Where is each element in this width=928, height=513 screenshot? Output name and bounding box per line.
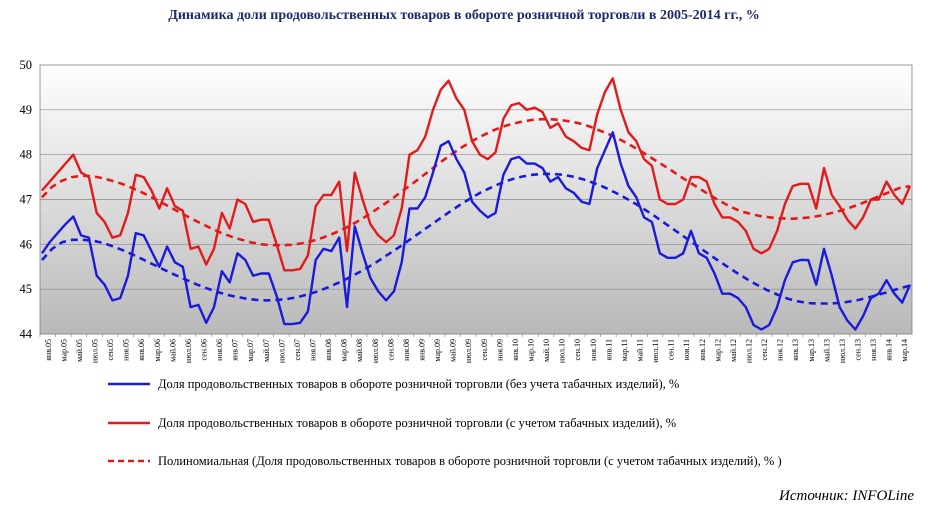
x-tick-label: мар.10 bbox=[527, 339, 536, 362]
x-tick-label: сен.10 bbox=[573, 339, 582, 360]
x-tick-label: май.06 bbox=[168, 339, 177, 362]
x-tick-label: мар.13 bbox=[807, 339, 816, 362]
x-tick-label: сен.09 bbox=[480, 339, 489, 360]
x-tick-label: июл.05 bbox=[91, 339, 100, 363]
y-tick-label: 50 bbox=[20, 58, 33, 72]
x-tick-label: сен.06 bbox=[200, 339, 209, 360]
legend-label-red: Доля продовольственных товаров в обороте… bbox=[158, 416, 676, 430]
x-tick-label: май.12 bbox=[729, 339, 738, 362]
x-tick-label: янв.09 bbox=[418, 339, 427, 361]
x-tick-label: мар.07 bbox=[246, 339, 255, 362]
x-tick-label: мар.11 bbox=[620, 339, 629, 361]
series-line-blue bbox=[41, 131, 912, 331]
y-axis: 44 45 46 47 48 49 50 bbox=[20, 58, 33, 341]
x-tick-label: июл.09 bbox=[464, 339, 473, 363]
x-tick-label: май.13 bbox=[822, 339, 831, 362]
x-tick-label: мар.06 bbox=[153, 339, 162, 362]
x-tick-label: июл.12 bbox=[745, 339, 754, 363]
x-tick-label: сен.12 bbox=[760, 339, 769, 360]
x-tick-label: июл.11 bbox=[651, 339, 660, 363]
trend-line-red bbox=[41, 117, 911, 247]
x-tick-label: июл.06 bbox=[184, 339, 193, 363]
x-tick-label: ноя.06 bbox=[215, 339, 224, 361]
x-tick-label: июл.13 bbox=[838, 339, 847, 363]
y-tick-label: 44 bbox=[20, 327, 33, 341]
x-tick-label: янв.13 bbox=[791, 339, 800, 361]
x-tick-label: ноя.12 bbox=[776, 339, 785, 361]
legend: Доля продовольственных товаров в обороте… bbox=[108, 377, 782, 468]
x-tick-label: янв.06 bbox=[137, 339, 146, 361]
y-tick-label: 48 bbox=[20, 148, 33, 162]
x-tick-label: сен.05 bbox=[106, 339, 115, 360]
x-tick-label: мар.08 bbox=[340, 339, 349, 362]
x-tick-label: ноя.10 bbox=[589, 339, 598, 361]
x-tick-label: май.08 bbox=[355, 339, 364, 362]
x-tick-label: янв.12 bbox=[698, 339, 707, 361]
x-tick-label: июл.07 bbox=[277, 339, 286, 363]
x-tick-label: ноя.05 bbox=[122, 339, 131, 361]
x-tick-label: мар.09 bbox=[433, 339, 442, 362]
x-tick-label: май.05 bbox=[75, 339, 84, 362]
x-tick-label: ноя.07 bbox=[309, 339, 318, 361]
x-tick-label: янв.14 bbox=[885, 339, 894, 361]
x-tick-label: сен.13 bbox=[854, 339, 863, 360]
grid-lines bbox=[40, 109, 912, 290]
x-tick-label: мар.05 bbox=[59, 339, 68, 362]
x-tick-label: май.07 bbox=[262, 339, 271, 362]
y-tick-label: 45 bbox=[20, 282, 33, 296]
x-tick-label: май.09 bbox=[449, 339, 458, 362]
x-tick-label: янв.10 bbox=[511, 339, 520, 361]
x-tick-label: июл.10 bbox=[558, 339, 567, 363]
y-tick-label: 49 bbox=[20, 103, 33, 117]
x-tick-label: ноя.11 bbox=[682, 339, 691, 361]
series-group bbox=[41, 77, 912, 331]
x-tick-label: янв.11 bbox=[604, 339, 613, 360]
series-line-red bbox=[41, 77, 912, 272]
x-tick-label: сен.11 bbox=[667, 339, 676, 360]
legend-label-poly: Полиномиальная (Доля продовольственных т… bbox=[158, 454, 782, 468]
x-tick-label: мар.14 bbox=[900, 339, 909, 362]
x-tick-label: май.10 bbox=[542, 339, 551, 362]
x-tick-label: сен.07 bbox=[293, 339, 302, 360]
x-tick-label: май.11 bbox=[636, 339, 645, 362]
x-axis: янв.05 мар.05 май.05 июл.05 сен.05 ноя.05 янв.… bbox=[39, 334, 909, 363]
trend-line-blue bbox=[41, 172, 911, 305]
x-tick-label: янв.05 bbox=[44, 339, 53, 361]
chart-title: Динамика доли продовольственных товаров … bbox=[168, 8, 760, 23]
y-tick-label: 46 bbox=[20, 237, 33, 251]
x-tick-label: янв.08 bbox=[324, 339, 333, 361]
x-tick-label: янв.07 bbox=[231, 339, 240, 361]
x-tick-label: мар.12 bbox=[713, 339, 722, 362]
x-tick-label: ноя.09 bbox=[495, 339, 504, 361]
x-tick-label: ноя.13 bbox=[869, 339, 878, 361]
x-tick-label: июл.08 bbox=[371, 339, 380, 363]
legend-label-blue: Доля продовольственных товаров в обороте… bbox=[158, 377, 679, 391]
x-tick-label: сен.08 bbox=[386, 339, 395, 360]
y-tick-label: 47 bbox=[20, 193, 33, 207]
x-tick-label: ноя.08 bbox=[402, 339, 411, 361]
source-note: Источник: INFOLine bbox=[779, 488, 914, 504]
